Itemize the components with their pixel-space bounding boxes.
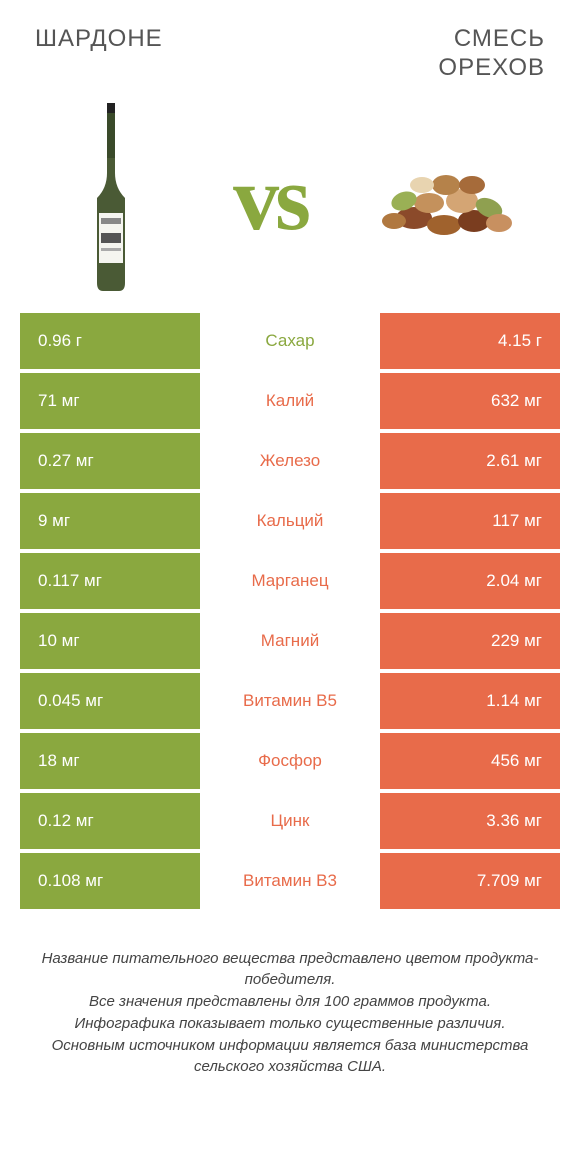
- nutrient-label: Калий: [200, 373, 380, 429]
- value-right: 3.36 мг: [380, 793, 560, 849]
- nutrient-label: Марганец: [200, 553, 380, 609]
- table-row: 0.117 мгМарганец2.04 мг: [20, 553, 560, 609]
- nutrient-label: Фосфор: [200, 733, 380, 789]
- value-right: 1.14 мг: [380, 673, 560, 729]
- value-right: 2.61 мг: [380, 433, 560, 489]
- nutrient-label: Кальций: [200, 493, 380, 549]
- nuts-icon: [369, 123, 529, 273]
- footnote-text: Название питательного вещества представл…: [0, 913, 580, 1079]
- value-right: 2.04 мг: [380, 553, 560, 609]
- value-right: 456 мг: [380, 733, 560, 789]
- value-left: 10 мг: [20, 613, 200, 669]
- nutrient-label: Железо: [200, 433, 380, 489]
- value-left: 0.045 мг: [20, 673, 200, 729]
- table-row: 0.27 мгЖелезо2.61 мг: [20, 433, 560, 489]
- table-row: 71 мгКалий632 мг: [20, 373, 560, 429]
- value-right: 229 мг: [380, 613, 560, 669]
- nutrient-label: Сахар: [200, 313, 380, 369]
- comparison-table: 0.96 гСахар4.15 г71 мгКалий632 мг0.27 мг…: [20, 313, 560, 909]
- value-left: 0.117 мг: [20, 553, 200, 609]
- table-row: 0.045 мгВитамин B51.14 мг: [20, 673, 560, 729]
- product-left-title: Шардоне: [35, 25, 163, 83]
- nutrient-label: Витамин B3: [200, 853, 380, 909]
- value-left: 9 мг: [20, 493, 200, 549]
- value-right: 4.15 г: [380, 313, 560, 369]
- table-row: 0.108 мгВитамин B37.709 мг: [20, 853, 560, 909]
- vs-label: vs: [233, 145, 307, 251]
- value-left: 0.96 г: [20, 313, 200, 369]
- table-row: 0.96 гСахар4.15 г: [20, 313, 560, 369]
- table-row: 10 мгМагний229 мг: [20, 613, 560, 669]
- value-left: 0.108 мг: [20, 853, 200, 909]
- table-row: 9 мгКальций117 мг: [20, 493, 560, 549]
- value-left: 18 мг: [20, 733, 200, 789]
- value-right: 7.709 мг: [380, 853, 560, 909]
- table-row: 18 мгФосфор456 мг: [20, 733, 560, 789]
- value-left: 0.27 мг: [20, 433, 200, 489]
- value-left: 0.12 мг: [20, 793, 200, 849]
- value-right: 632 мг: [380, 373, 560, 429]
- value-right: 117 мг: [380, 493, 560, 549]
- header: Шардоне Смесь Орехов: [0, 0, 580, 93]
- bottle-icon: [51, 103, 171, 293]
- nutrient-label: Цинк: [200, 793, 380, 849]
- product-right-title: Смесь Орехов: [438, 25, 545, 83]
- nutrient-label: Витамин B5: [200, 673, 380, 729]
- images-row: vs: [0, 93, 580, 313]
- nutrient-label: Магний: [200, 613, 380, 669]
- table-row: 0.12 мгЦинк3.36 мг: [20, 793, 560, 849]
- value-left: 71 мг: [20, 373, 200, 429]
